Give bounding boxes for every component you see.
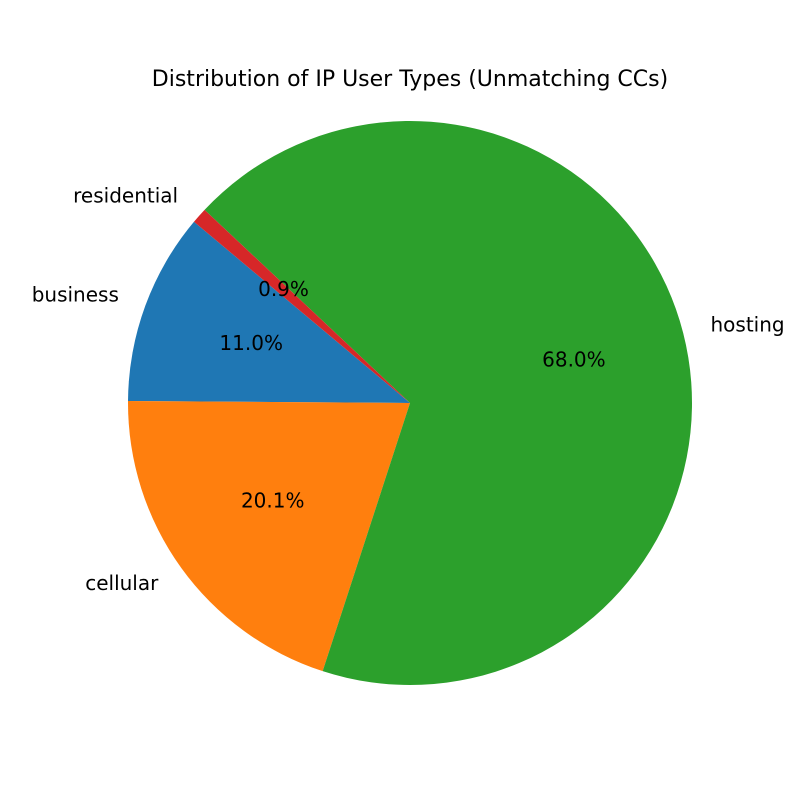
pie-wedge: [204, 120, 692, 686]
value-label: 20.1%: [241, 488, 305, 512]
category-label: hosting: [711, 313, 785, 337]
value-label: 68.0%: [542, 348, 606, 372]
category-label: residential: [73, 183, 178, 207]
pie-wedge: [128, 401, 410, 672]
value-label: 11.0%: [219, 331, 283, 355]
category-label: business: [32, 282, 119, 306]
chart-title: Distribution of IP User Types (Unmatchin…: [152, 67, 668, 92]
pie-wedge: [128, 221, 410, 403]
category-label: cellular: [85, 571, 159, 595]
value-label: 0.9%: [258, 277, 309, 301]
pie-wedge: [193, 209, 410, 403]
